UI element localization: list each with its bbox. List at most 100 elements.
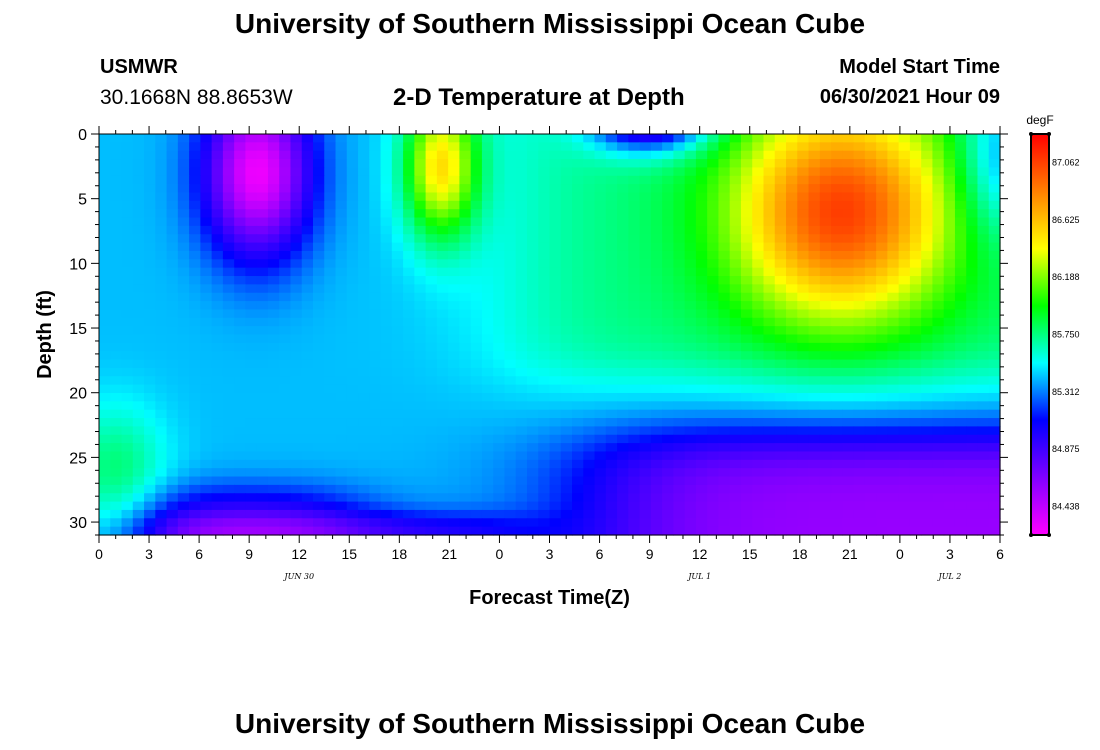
heatmap-cell xyxy=(808,409,821,419)
heatmap-cell xyxy=(189,217,201,227)
heatmap-cell xyxy=(493,501,506,511)
heatmap-cell xyxy=(335,501,348,511)
heatmap-cell xyxy=(515,443,528,453)
heatmap-cell xyxy=(256,242,269,252)
heatmap-cell xyxy=(403,459,415,469)
heatmap-cell xyxy=(752,384,765,394)
heatmap-cell xyxy=(177,459,190,469)
heatmap-cell xyxy=(436,459,449,469)
heatmap-cell xyxy=(684,259,697,269)
heatmap-cell xyxy=(470,150,483,160)
heatmap-cell xyxy=(391,217,404,227)
heatmap-cell xyxy=(628,334,641,344)
heatmap-cell xyxy=(617,509,629,519)
heatmap-cell xyxy=(684,509,697,519)
heatmap-cell xyxy=(583,526,596,536)
heatmap-cell xyxy=(234,459,247,469)
heatmap-cell xyxy=(403,476,415,486)
heatmap-cell xyxy=(831,167,843,177)
heatmap-cell xyxy=(234,334,247,344)
heatmap-cell xyxy=(842,518,855,528)
heatmap-cell xyxy=(380,184,393,194)
heatmap-cell xyxy=(718,384,731,394)
heatmap-cell xyxy=(481,284,494,294)
heatmap-cell xyxy=(459,392,472,402)
heatmap-cell xyxy=(256,392,269,402)
heatmap-cell xyxy=(324,250,337,260)
heatmap-cell xyxy=(639,167,652,177)
heatmap-cell xyxy=(245,225,258,235)
heatmap-cell xyxy=(470,159,483,169)
heatmap-cell xyxy=(628,317,641,327)
heatmap-cell xyxy=(256,426,269,436)
heatmap-cell xyxy=(470,418,483,427)
heatmap-cell xyxy=(662,175,674,185)
heatmap-cell xyxy=(448,200,460,210)
heatmap-cell xyxy=(369,518,382,528)
heatmap-cell xyxy=(380,443,393,453)
heatmap-cell xyxy=(988,159,1001,169)
heatmap-cell xyxy=(673,175,686,185)
heatmap-cell xyxy=(189,526,201,536)
heatmap-cell xyxy=(369,409,382,419)
heatmap-cell xyxy=(763,351,776,361)
heatmap-cell xyxy=(752,526,765,536)
heatmap-cell xyxy=(222,351,235,361)
heatmap-cell xyxy=(887,200,900,210)
heatmap-cell xyxy=(110,484,123,494)
heatmap-cell xyxy=(121,459,134,469)
heatmap-cell xyxy=(267,501,280,511)
heatmap-cell xyxy=(493,142,506,152)
heatmap-cell xyxy=(481,426,494,436)
heatmap-cell xyxy=(189,501,201,511)
heatmap-cell xyxy=(301,334,314,344)
heatmap-cell xyxy=(470,192,483,202)
heatmap-cell xyxy=(707,351,720,361)
heatmap-cell xyxy=(324,167,337,177)
heatmap-cell xyxy=(279,459,292,469)
heatmap-cell xyxy=(876,518,888,528)
heatmap-cell xyxy=(876,351,888,361)
heatmap-cell xyxy=(132,384,145,394)
heatmap-cell xyxy=(403,334,415,344)
heatmap-cell xyxy=(380,351,393,361)
heatmap-cell xyxy=(177,359,190,369)
heatmap-cell xyxy=(279,292,292,302)
heatmap-cell xyxy=(211,326,224,336)
heatmap-cell xyxy=(211,426,224,436)
heatmap-cell xyxy=(189,209,201,219)
y-tick-label: 15 xyxy=(69,321,87,338)
heatmap-cell xyxy=(166,359,179,369)
heatmap-cell xyxy=(797,184,810,194)
heatmap-cell xyxy=(673,192,686,202)
heatmap-cell xyxy=(605,367,618,377)
heatmap-cell xyxy=(864,476,877,486)
heatmap-cell xyxy=(301,501,314,511)
heatmap-cell xyxy=(819,150,832,160)
heatmap-cell xyxy=(988,301,1001,311)
heatmap-cell xyxy=(481,476,494,486)
heatmap-cell xyxy=(245,175,258,185)
heatmap-cell xyxy=(684,493,697,503)
heatmap-cell xyxy=(932,209,945,219)
heatmap-cell xyxy=(594,159,607,169)
heatmap-cell xyxy=(515,142,528,152)
heatmap-cell xyxy=(966,376,979,386)
heatmap-cell xyxy=(617,167,629,177)
heatmap-cell xyxy=(774,142,787,152)
heatmap-cell xyxy=(436,401,449,411)
heatmap-cell xyxy=(662,334,674,344)
heatmap-cell xyxy=(650,434,663,444)
heatmap-cell xyxy=(481,509,494,519)
heatmap-cell xyxy=(572,317,584,327)
heatmap-cell xyxy=(583,509,596,519)
heatmap-cell xyxy=(808,250,821,260)
heatmap-cell xyxy=(549,159,562,169)
heatmap-cell xyxy=(977,484,990,494)
heatmap-cell xyxy=(605,484,618,494)
heatmap-cell xyxy=(470,351,483,361)
heatmap-cell xyxy=(887,267,900,277)
heatmap-cell xyxy=(481,376,494,386)
heatmap-cell xyxy=(763,292,776,302)
heatmap-cell xyxy=(414,468,427,478)
